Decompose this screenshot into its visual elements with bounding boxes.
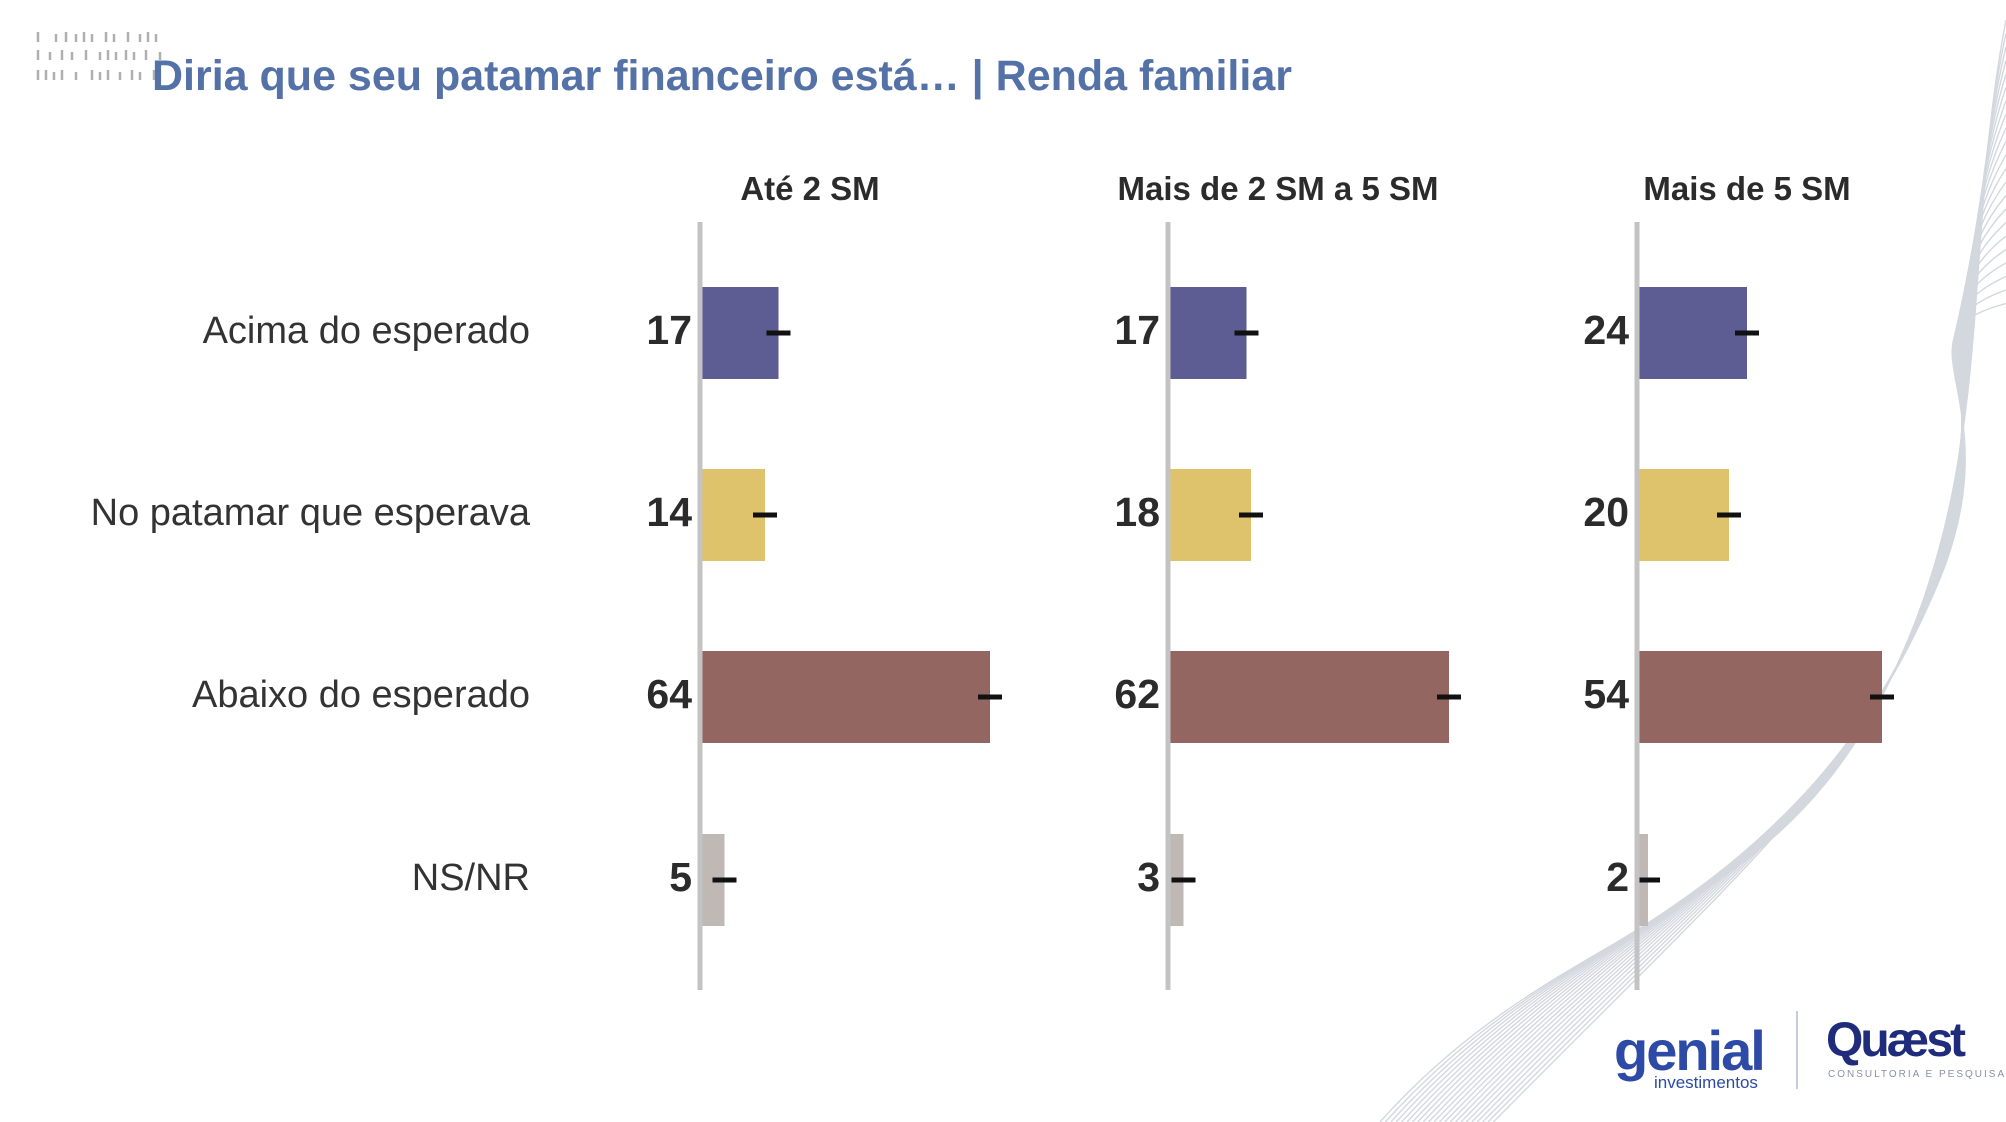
page-title: Diria que seu patamar financeiro está… |… [152, 52, 1292, 100]
panel-title: Até 2 SM [740, 170, 879, 207]
bar [1170, 651, 1449, 743]
quaest-logo-word: Quæst [1826, 1014, 1966, 1067]
category-label: Acima do esperado [203, 310, 530, 352]
dashes-decoration-icon [36, 32, 162, 80]
bar [702, 287, 779, 379]
logo-separator [1796, 1011, 1798, 1089]
genial-logo-subtitle: investimentos [1654, 1073, 1758, 1092]
genial-logo: genial investimentos [1614, 1019, 1766, 1093]
bar [702, 651, 990, 743]
value-label: 24 [1583, 307, 1629, 353]
value-label: 64 [646, 671, 692, 717]
bar [1170, 287, 1247, 379]
value-label: 5 [669, 854, 692, 900]
value-label: 17 [1114, 307, 1160, 353]
wave-line [1492, 302, 2006, 1122]
value-label: 54 [1583, 671, 1629, 717]
value-label: 14 [646, 489, 692, 535]
bar [1639, 651, 1882, 743]
category-label: No patamar que esperava [91, 492, 531, 534]
value-label: 17 [646, 307, 692, 353]
category-label: Abaixo do esperado [192, 674, 530, 716]
value-label: 2 [1606, 854, 1629, 900]
logos-area: genial investimentos Quæst CONSULTORIA E… [1600, 1005, 2004, 1105]
quaest-logo-subtitle: CONSULTORIA E PESQUISA [1828, 1069, 2006, 1080]
value-label: 3 [1137, 854, 1160, 900]
value-label: 18 [1114, 489, 1160, 535]
panel-title: Mais de 2 SM a 5 SM [1118, 170, 1439, 207]
bar [1639, 469, 1729, 561]
category-label: NS/NR [412, 857, 530, 899]
quaest-logo: Quæst CONSULTORIA E PESQUISA [1826, 1014, 2004, 1081]
genial-logo-word: genial [1614, 1019, 1766, 1082]
bar [1639, 287, 1747, 379]
panel-title: Mais de 5 SM [1643, 170, 1850, 207]
bar [1170, 469, 1251, 561]
value-label: 20 [1583, 489, 1629, 535]
value-label: 62 [1114, 671, 1160, 717]
